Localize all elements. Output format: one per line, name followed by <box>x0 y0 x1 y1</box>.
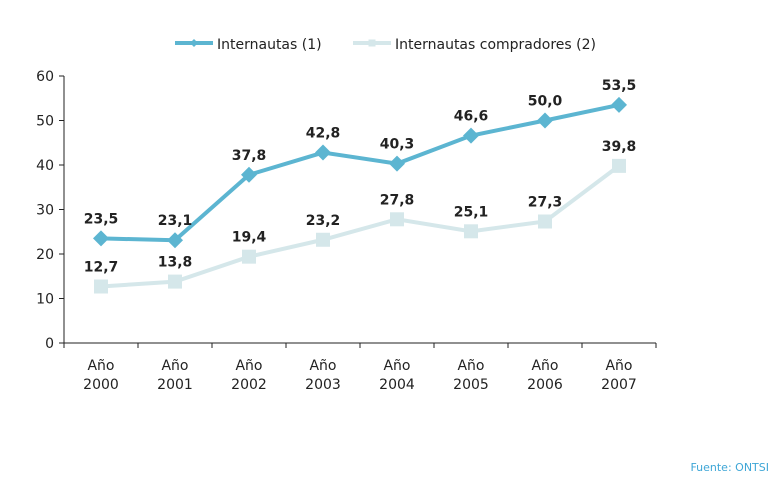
data-point <box>316 232 330 247</box>
data-label: 25,1 <box>454 204 489 220</box>
legend-label: Internautas compradores (2) <box>395 37 596 53</box>
data-label: 23,5 <box>84 211 119 227</box>
data-label: 13,8 <box>158 255 193 271</box>
legend-marker <box>368 39 376 47</box>
data-point <box>315 144 331 161</box>
data-label: 27,8 <box>380 192 415 208</box>
x-tick-label: Año <box>87 358 114 374</box>
data-label: 23,1 <box>158 213 193 229</box>
x-tick-label: Año <box>457 358 484 374</box>
x-tick-label: 2005 <box>453 377 489 393</box>
data-point <box>93 230 109 247</box>
series-line <box>100 102 620 243</box>
x-tick-label: 2002 <box>231 377 267 393</box>
x-tick-label: 2001 <box>157 377 193 393</box>
legend-marker <box>190 39 198 47</box>
data-point <box>537 112 553 129</box>
series-line <box>100 164 621 289</box>
source-note: Fuente: ONTSI <box>690 461 769 474</box>
x-tick-label: Año <box>161 358 188 374</box>
data-point <box>538 214 552 229</box>
data-point <box>167 232 183 249</box>
data-label: 50,0 <box>528 94 563 110</box>
data-point <box>241 166 257 183</box>
data-label: 39,8 <box>602 139 637 155</box>
data-point <box>94 279 108 294</box>
data-point <box>168 274 182 289</box>
data-point <box>464 224 478 239</box>
data-point <box>390 212 404 227</box>
x-tick-label: Año <box>235 358 262 374</box>
data-label: 53,5 <box>602 78 637 94</box>
data-label: 27,3 <box>528 195 563 211</box>
y-tick-label: 40 <box>36 158 54 174</box>
data-label: 37,8 <box>232 148 267 164</box>
y-tick-label: 0 <box>45 336 54 352</box>
y-tick-label: 30 <box>36 203 54 219</box>
y-tick-label: 50 <box>36 114 54 130</box>
data-label: 46,6 <box>454 109 489 125</box>
data-point <box>463 127 479 144</box>
y-tick-label: 60 <box>36 69 54 85</box>
data-label: 19,4 <box>232 230 267 246</box>
data-point <box>389 155 405 172</box>
y-tick-label: 20 <box>36 247 54 263</box>
legend-label: Internautas (1) <box>217 37 322 53</box>
data-label: 40,3 <box>380 137 415 153</box>
data-label: 42,8 <box>306 126 341 142</box>
x-tick-label: Año <box>383 358 410 374</box>
x-tick-label: Año <box>531 358 558 374</box>
data-label: 23,2 <box>306 213 341 229</box>
x-tick-label: 2007 <box>601 377 637 393</box>
data-point <box>612 158 626 173</box>
y-tick-label: 10 <box>36 292 54 308</box>
x-tick-label: 2000 <box>83 377 119 393</box>
data-point <box>611 96 627 113</box>
x-tick-label: Año <box>605 358 632 374</box>
x-tick-label: 2006 <box>527 377 563 393</box>
data-label: 12,7 <box>84 259 119 275</box>
data-point <box>242 249 256 264</box>
x-tick-label: 2003 <box>305 377 341 393</box>
x-tick-label: Año <box>309 358 336 374</box>
x-tick-label: 2004 <box>379 377 415 393</box>
